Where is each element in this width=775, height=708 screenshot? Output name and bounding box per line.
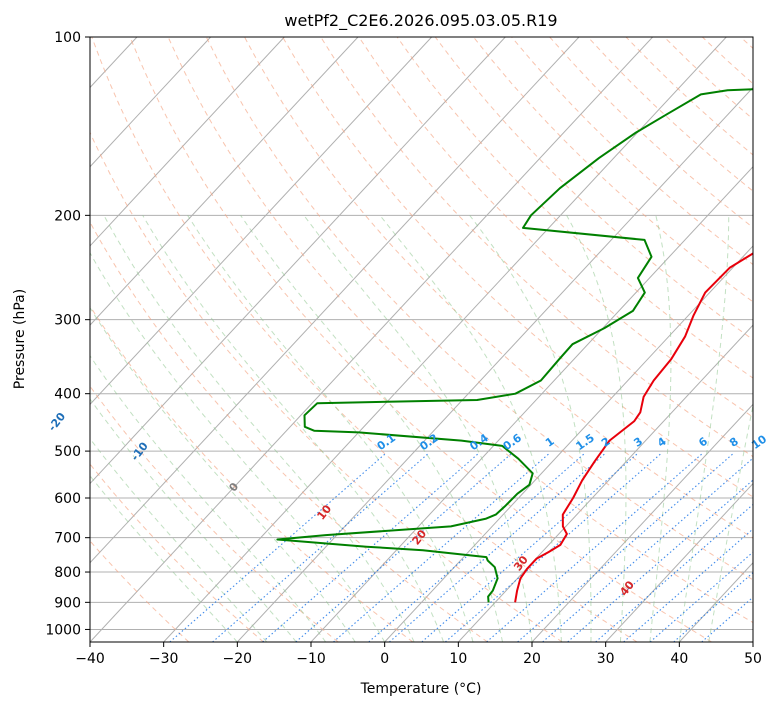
chart-title: wetPf2_C2E6.2026.095.03.05.R19 xyxy=(284,11,557,31)
y-tick-label: 600 xyxy=(54,491,81,507)
mixing-ratio-lines xyxy=(169,453,753,642)
isobar-grid xyxy=(90,37,753,630)
dry-adiabat-line xyxy=(90,385,339,642)
y-tick-label: 500 xyxy=(54,444,81,460)
isotherm-line xyxy=(163,37,727,642)
isotherm-grid xyxy=(90,37,753,642)
moist-adiabat-line xyxy=(649,215,672,642)
isotherm-line xyxy=(457,324,753,642)
x-tick-label: −30 xyxy=(149,651,179,667)
dry-adiabat-line xyxy=(205,37,753,581)
y-tick-label: 100 xyxy=(54,30,81,46)
isotherm-line xyxy=(605,482,753,642)
dry-adiabat-line xyxy=(167,37,753,624)
x-tick-label: −10 xyxy=(296,651,326,667)
isotherm-line xyxy=(90,37,580,564)
x-axis-ticks: −40 −30 −20 −10 0 10 20 30 40 50 xyxy=(75,642,762,667)
isotherm-line xyxy=(90,37,506,485)
mixing-ratio-line xyxy=(421,453,638,642)
y-tick-label: 200 xyxy=(54,208,81,224)
dry-adiabat-line xyxy=(91,37,638,642)
moist-adiabat-line xyxy=(142,215,445,642)
mixing-ratio-line xyxy=(542,457,753,642)
isotherm-line xyxy=(90,37,654,642)
y-axis-label: Pressure (hPa) xyxy=(12,289,28,389)
moist-adiabats xyxy=(90,214,753,642)
x-tick-label: 50 xyxy=(744,651,762,667)
y-axis-ticks: 100 200 300 400 500 600 700 800 900 1000 xyxy=(45,30,90,638)
moist-adiabat-line xyxy=(90,437,268,642)
dry-adiabat-line xyxy=(282,37,753,498)
moist-adiabat-line xyxy=(678,215,730,642)
dry-adiabats xyxy=(90,37,753,642)
dry-adiabat-line xyxy=(129,37,712,642)
dry-adiabat-line xyxy=(90,305,414,642)
y-tick-label: 900 xyxy=(54,595,81,611)
plot-frame xyxy=(89,36,754,643)
mixing-ratio-line xyxy=(295,453,512,642)
profile-traces xyxy=(276,88,753,603)
x-tick-label: 0 xyxy=(380,651,389,667)
y-tick-label: 300 xyxy=(54,313,81,329)
moist-adiabat-line xyxy=(708,402,753,642)
plot-area xyxy=(90,37,753,642)
dry-adiabat-line xyxy=(90,221,488,642)
mixing-ratio-line xyxy=(486,453,703,642)
isotherm-line xyxy=(236,86,753,642)
x-tick-label: −40 xyxy=(75,651,105,667)
isotherm-line xyxy=(90,37,212,168)
isotherm-line xyxy=(531,403,753,642)
isotherm-line xyxy=(90,37,433,406)
moist-adiabat-line xyxy=(90,306,356,642)
x-tick-label: 40 xyxy=(670,651,688,667)
moist-adiabat-line xyxy=(379,214,562,642)
moist-adiabat-line xyxy=(469,215,592,642)
y-tick-label: 1000 xyxy=(45,622,81,638)
x-tick-label: 30 xyxy=(597,651,615,667)
moist-adiabat-line xyxy=(187,215,474,642)
x-tick-label: 10 xyxy=(449,651,467,667)
moist-adiabat-line xyxy=(90,251,386,642)
x-axis-label: Temperature (°C) xyxy=(360,681,482,697)
mixing-ratio-line xyxy=(333,453,550,642)
dry-adiabat-line xyxy=(434,37,753,341)
dewpoint-trace xyxy=(276,88,753,603)
isotherm-line xyxy=(90,37,285,247)
dry-adiabat-line xyxy=(90,131,563,642)
y-tick-label: 800 xyxy=(54,565,81,581)
x-tick-label: 20 xyxy=(523,651,541,667)
moist-adiabat-line xyxy=(240,215,503,642)
moist-adiabat-line xyxy=(566,215,627,642)
isotherm-line xyxy=(384,245,753,642)
y-tick-label: 400 xyxy=(54,387,81,403)
isotherm-line xyxy=(90,37,359,326)
moist-adiabat-line xyxy=(90,354,327,642)
dry-adiabat-line xyxy=(320,37,753,458)
moist-adiabat-line xyxy=(103,215,415,642)
moist-adiabat-line xyxy=(90,398,297,642)
dry-adiabat-line xyxy=(90,463,264,642)
temperature-trace xyxy=(514,252,753,603)
x-tick-label: −20 xyxy=(223,651,253,667)
y-tick-label: 700 xyxy=(54,531,81,547)
